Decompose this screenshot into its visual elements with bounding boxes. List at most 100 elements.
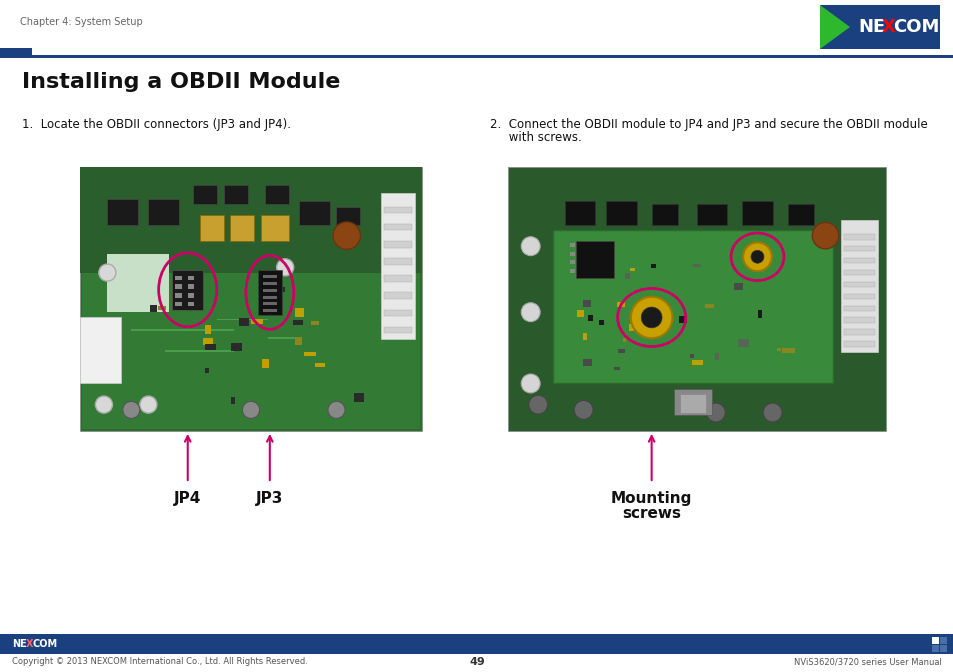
Bar: [613, 366, 619, 370]
Circle shape: [328, 401, 345, 419]
Bar: [262, 296, 276, 298]
Bar: [570, 252, 575, 256]
Bar: [650, 263, 655, 267]
Circle shape: [242, 401, 259, 419]
Bar: [674, 389, 711, 415]
Circle shape: [528, 395, 547, 414]
Circle shape: [99, 264, 115, 281]
Circle shape: [742, 243, 771, 271]
Bar: [843, 341, 874, 347]
Bar: [380, 194, 415, 339]
Bar: [238, 318, 249, 327]
Bar: [843, 282, 874, 287]
Circle shape: [95, 396, 112, 413]
Bar: [624, 273, 629, 279]
Bar: [108, 254, 169, 312]
Bar: [294, 337, 302, 345]
Text: 1.  Locate the OBDII connectors (JP3 and JP4).: 1. Locate the OBDII connectors (JP3 and …: [22, 118, 291, 131]
Bar: [576, 241, 613, 278]
Bar: [188, 284, 193, 289]
Bar: [570, 269, 575, 273]
Bar: [149, 199, 179, 225]
Bar: [231, 214, 254, 241]
Bar: [293, 320, 303, 325]
Bar: [150, 304, 157, 312]
Bar: [80, 167, 421, 273]
Bar: [188, 293, 193, 298]
Bar: [223, 185, 248, 204]
Circle shape: [574, 401, 593, 419]
Bar: [251, 319, 262, 324]
Bar: [188, 302, 193, 306]
Bar: [781, 348, 794, 353]
Bar: [691, 360, 702, 365]
Circle shape: [123, 401, 140, 419]
Circle shape: [276, 259, 294, 276]
Circle shape: [630, 297, 672, 338]
Bar: [188, 276, 193, 280]
Bar: [384, 276, 412, 282]
Bar: [0, 48, 32, 58]
Bar: [262, 302, 276, 305]
Bar: [757, 310, 761, 318]
Bar: [384, 224, 412, 230]
Bar: [651, 204, 678, 225]
Bar: [733, 283, 741, 290]
Bar: [582, 300, 591, 307]
Text: Installing a OBDII Module: Installing a OBDII Module: [22, 72, 340, 92]
Bar: [737, 339, 748, 347]
Text: COM: COM: [33, 639, 58, 649]
Circle shape: [762, 403, 781, 422]
Bar: [843, 306, 874, 311]
Bar: [262, 276, 276, 278]
Bar: [617, 302, 624, 307]
Bar: [384, 206, 412, 213]
Bar: [628, 325, 637, 331]
Circle shape: [520, 237, 539, 255]
Text: 2.  Connect the OBDII module to JP4 and JP3 and secure the OBDII module: 2. Connect the OBDII module to JP4 and J…: [490, 118, 926, 131]
Text: X: X: [26, 639, 33, 649]
Text: COM: COM: [892, 18, 939, 36]
Bar: [843, 246, 874, 251]
Bar: [629, 267, 635, 271]
Bar: [384, 258, 412, 265]
Bar: [931, 645, 938, 652]
Bar: [80, 167, 421, 431]
Bar: [582, 359, 591, 366]
Bar: [203, 338, 213, 345]
Bar: [598, 320, 603, 325]
Bar: [172, 270, 203, 310]
Circle shape: [811, 222, 838, 249]
Bar: [714, 353, 719, 360]
Bar: [257, 270, 281, 315]
Bar: [262, 289, 276, 292]
Bar: [294, 308, 303, 317]
Text: screws: screws: [621, 506, 680, 521]
Bar: [264, 185, 289, 204]
Bar: [231, 397, 234, 405]
Bar: [315, 363, 324, 368]
Bar: [587, 315, 592, 321]
Bar: [843, 235, 874, 240]
Bar: [843, 294, 874, 299]
Circle shape: [520, 303, 539, 322]
Bar: [582, 333, 586, 340]
Bar: [175, 293, 181, 298]
Bar: [175, 302, 181, 306]
Circle shape: [520, 374, 539, 393]
Bar: [216, 319, 268, 320]
Bar: [0, 634, 953, 654]
Bar: [108, 199, 138, 225]
Bar: [384, 310, 412, 316]
Bar: [262, 309, 276, 312]
Text: with screws.: with screws.: [490, 131, 581, 144]
Bar: [843, 317, 874, 323]
Circle shape: [333, 222, 360, 249]
Bar: [931, 637, 938, 644]
Bar: [175, 276, 181, 280]
Text: Mounting: Mounting: [610, 491, 692, 506]
Bar: [231, 343, 242, 351]
Bar: [261, 214, 289, 241]
Bar: [205, 368, 209, 373]
Bar: [576, 310, 583, 317]
